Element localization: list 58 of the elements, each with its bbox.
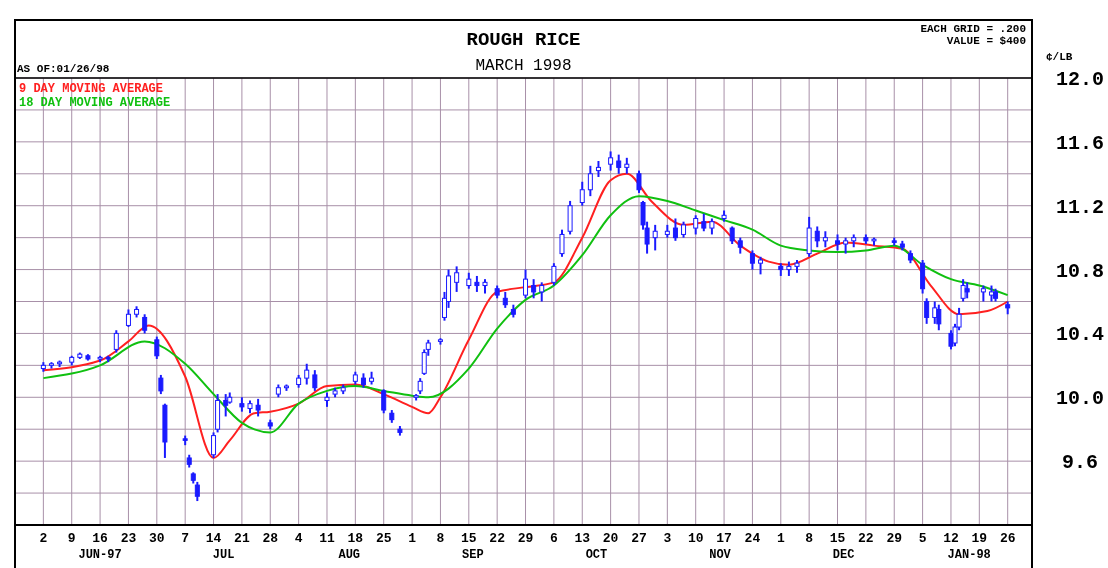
y-tick-label: 10.8 bbox=[1055, 259, 1105, 283]
x-tick-label: 24 bbox=[744, 531, 761, 546]
x-tick-label: 1 bbox=[408, 531, 417, 546]
text: DEC bbox=[832, 548, 855, 562]
x-tick-label: 4 bbox=[294, 531, 303, 546]
text: 9 DAY MOVING AVERAGE bbox=[19, 82, 164, 96]
text: OCT bbox=[585, 548, 608, 562]
y-tick-label: 10.0 bbox=[1055, 387, 1105, 411]
x-tick-label: 1 bbox=[776, 531, 785, 546]
x-tick-label: 2 bbox=[39, 531, 48, 546]
text: JAN-98 bbox=[947, 548, 991, 562]
x-tick-label: 29 bbox=[517, 531, 534, 546]
text: AUG bbox=[338, 548, 361, 562]
x-tick-label: 18 bbox=[347, 531, 364, 546]
x-tick-label: 5 bbox=[918, 531, 927, 546]
x-tick-label: 8 bbox=[436, 531, 445, 546]
x-tick-label: 8 bbox=[805, 531, 814, 546]
x-tick-label: 3 bbox=[663, 531, 672, 546]
x-tick-label: 9 bbox=[67, 531, 76, 546]
x-tick-label: 15 bbox=[461, 531, 477, 546]
y-tick-label: 10.4 bbox=[1055, 323, 1105, 347]
x-tick-label: 12 bbox=[943, 531, 959, 546]
y-axis-title: ¢/LB bbox=[1046, 51, 1073, 63]
x-tick-label: 21 bbox=[234, 531, 250, 546]
x-tick-label: 11 bbox=[319, 531, 335, 546]
text: SEP bbox=[462, 548, 484, 562]
y-tick-label: 11.6 bbox=[1055, 131, 1105, 155]
x-tick-label: 7 bbox=[181, 531, 190, 546]
text: NOV bbox=[709, 548, 732, 562]
x-tick-label: 25 bbox=[375, 531, 392, 546]
x-tick-label: 10 bbox=[687, 531, 704, 546]
x-tick-label: 22 bbox=[858, 531, 874, 546]
x-tick-label: 29 bbox=[886, 531, 903, 546]
x-tick-label: 27 bbox=[631, 531, 647, 546]
x-tick-label: 30 bbox=[149, 531, 165, 546]
text: 18 DAY MOVING AVERAGE bbox=[19, 96, 171, 110]
x-tick-label: 28 bbox=[262, 531, 279, 546]
x-tick-label: 22 bbox=[489, 531, 506, 546]
chart-title: ROUGH RICE bbox=[466, 29, 581, 51]
y-tick-label: 9.6 bbox=[1061, 451, 1099, 475]
text: VALUE = $400 bbox=[946, 35, 1026, 47]
x-tick-label: 17 bbox=[716, 531, 732, 546]
x-tick-label: 19 bbox=[971, 531, 988, 546]
x-tick-label: 13 bbox=[574, 531, 591, 546]
text: JUN-97 bbox=[78, 548, 122, 562]
text: AS OF:01/26/98 bbox=[17, 63, 110, 75]
y-tick-label: 12.0 bbox=[1055, 68, 1105, 91]
x-tick-label: 23 bbox=[120, 531, 137, 546]
x-tick-label: 20 bbox=[602, 531, 619, 546]
x-tick-label: 26 bbox=[999, 531, 1016, 546]
x-tick-label: 6 bbox=[549, 531, 558, 546]
x-tick-label: 15 bbox=[829, 531, 846, 546]
y-tick-label: 11.2 bbox=[1055, 195, 1105, 219]
x-tick-label: 14 bbox=[205, 531, 222, 546]
chart-subtitle: MARCH 1998 bbox=[475, 57, 572, 75]
text: JUL bbox=[212, 548, 235, 562]
x-tick-label: 16 bbox=[92, 531, 109, 546]
text: EACH GRID = .200 bbox=[920, 23, 1026, 35]
